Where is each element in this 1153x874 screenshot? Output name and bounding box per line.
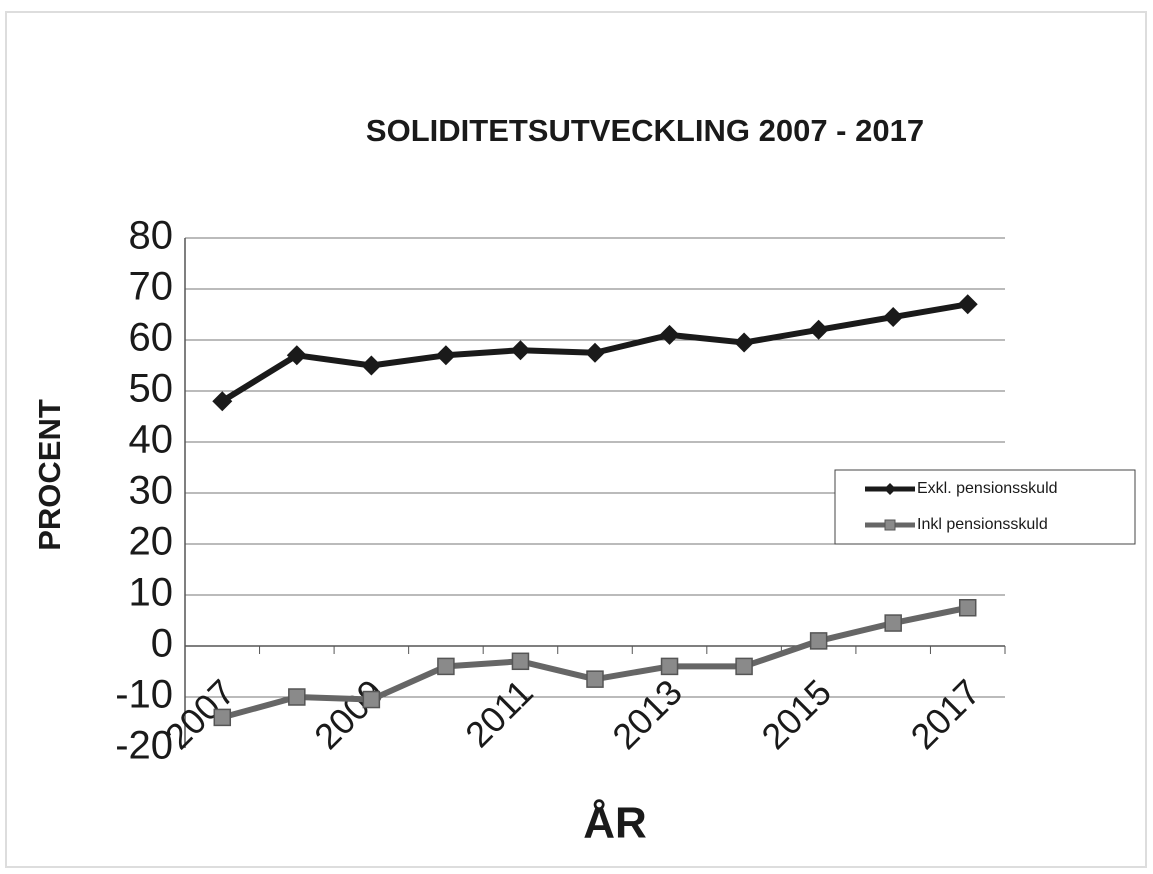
square-marker xyxy=(288,688,306,706)
chart-title: SOLIDITETSUTVECKLING 2007 - 2017 xyxy=(366,113,924,148)
square-marker xyxy=(362,690,381,709)
diamond-marker xyxy=(659,324,680,345)
y-tick-label: -10 xyxy=(115,673,173,717)
y-axis-label: PROCENT xyxy=(32,399,67,551)
square-marker xyxy=(735,657,753,676)
x-axis-label: ÅR xyxy=(583,799,647,848)
square-marker xyxy=(660,657,679,676)
y-tick-label: -20 xyxy=(115,724,173,768)
diamond-marker xyxy=(585,342,605,363)
diamond-marker xyxy=(734,332,755,353)
diamond-marker xyxy=(286,345,307,366)
x-tick-label: 2009 xyxy=(306,671,392,757)
frame xyxy=(5,11,1147,868)
legend-box xyxy=(834,469,1136,545)
diamond-marker xyxy=(883,307,904,328)
x-tick-label: 2015 xyxy=(753,671,839,757)
x-tick-label: 2013 xyxy=(604,671,690,757)
series-line xyxy=(221,604,969,721)
x-tick-label: 2017 xyxy=(902,671,988,757)
square-marker xyxy=(884,614,902,632)
y-tick-label: 40 xyxy=(129,418,174,462)
square-marker xyxy=(213,708,232,727)
y-tick-label: 70 xyxy=(129,265,174,309)
diamond-marker xyxy=(435,345,456,366)
square-marker xyxy=(511,652,530,671)
legend-marker xyxy=(884,519,896,531)
square-marker xyxy=(958,599,977,617)
y-tick-label: 50 xyxy=(129,367,174,411)
legend-marker xyxy=(884,483,896,495)
square-marker xyxy=(586,670,604,688)
y-tick-label: 30 xyxy=(129,469,174,513)
legend-label: Inkl pensionsskuld xyxy=(917,516,1048,533)
square-marker xyxy=(809,632,828,650)
y-tick-label: 20 xyxy=(129,520,174,564)
y-tick-label: 60 xyxy=(129,316,174,360)
square-marker xyxy=(437,657,455,676)
x-tick-label: 2011 xyxy=(457,671,541,755)
diamond-marker xyxy=(957,294,978,315)
diamond-marker xyxy=(510,340,531,361)
diamond-marker xyxy=(361,355,382,376)
legend-label: Exkl. pensionsskuld xyxy=(917,480,1058,497)
diamond-marker xyxy=(212,391,233,412)
y-tick-label: 0 xyxy=(151,622,173,666)
diamond-marker xyxy=(808,319,829,340)
y-tick-label: 10 xyxy=(129,571,174,615)
y-tick-label: 80 xyxy=(129,214,174,258)
